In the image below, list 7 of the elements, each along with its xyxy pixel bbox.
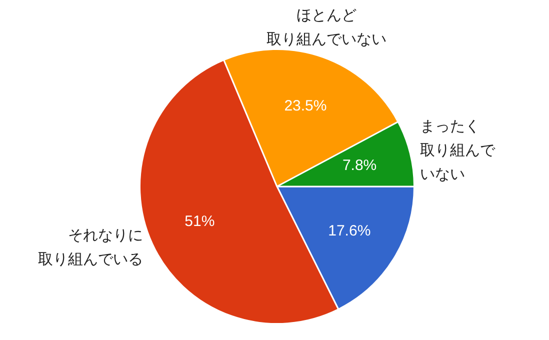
data-label: 7.8% <box>342 156 377 174</box>
data-label: 23.5% <box>284 97 327 114</box>
data-label: 17.6% <box>328 222 371 240</box>
slice-label: ほとんど取り組んでいない <box>266 6 386 48</box>
data-label: 51% <box>184 213 215 230</box>
slice-label: まったく取り組んでいない <box>420 118 496 183</box>
slice-label: それなりに取り組んでいる <box>38 227 144 268</box>
